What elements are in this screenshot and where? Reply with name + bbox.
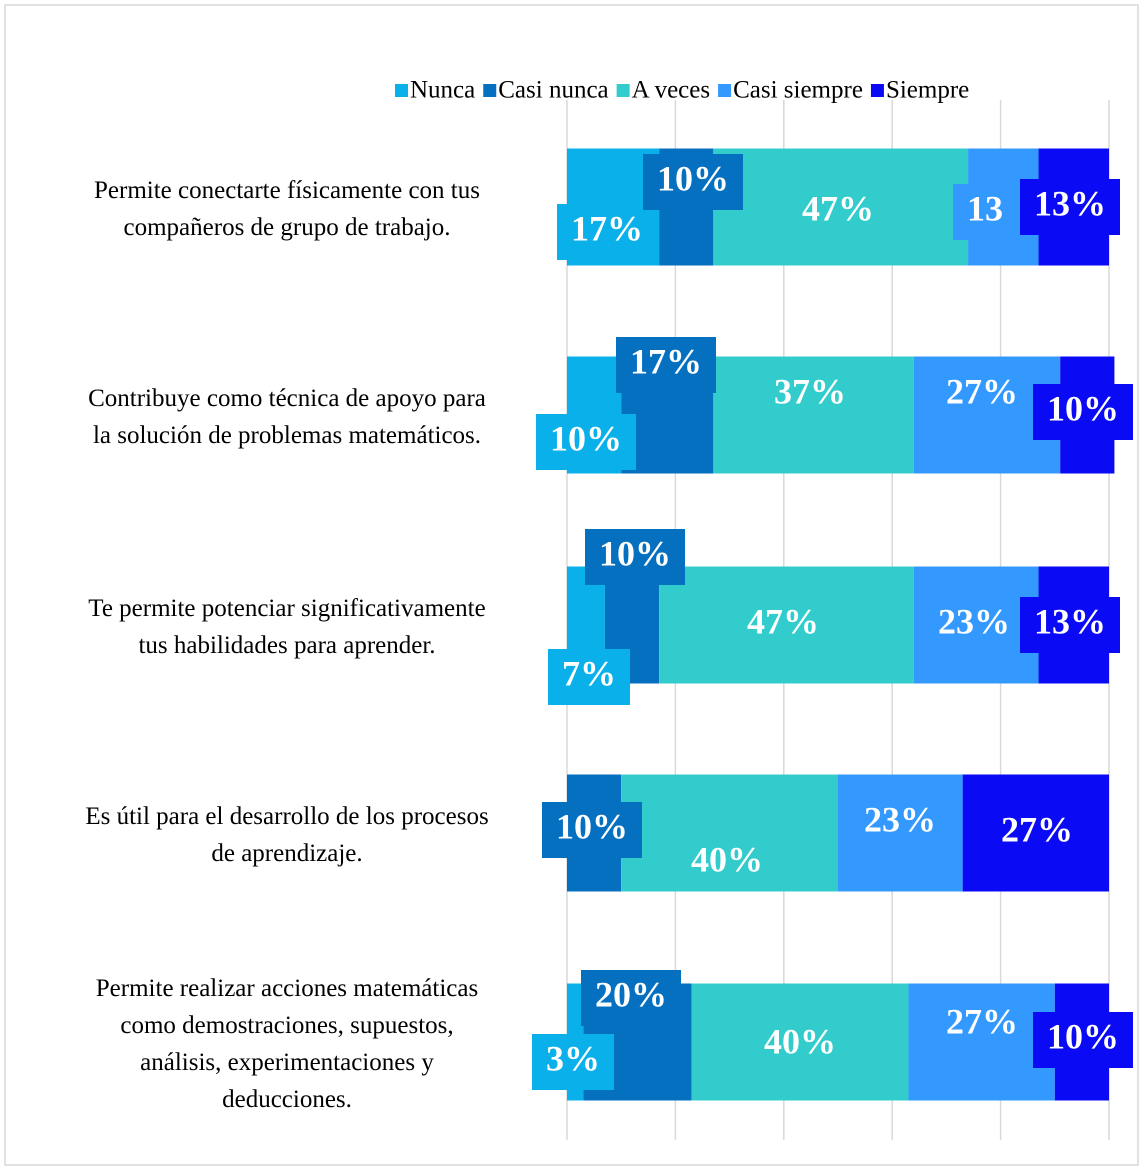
data-label: 13% [1034,601,1106,641]
data-label-box [585,529,685,585]
legend-swatch [483,84,497,97]
data-label-box [548,649,630,705]
legend-swatch [870,84,884,97]
data-label-box [850,795,950,851]
category-label: Contribuye como técnica de apoyo para la… [88,385,486,449]
legend-label: Siempre [886,77,969,104]
category-label: Permite conectarte físicamente con tus c… [94,177,480,241]
data-label: 13% [1034,183,1106,223]
data-label: 17% [630,341,702,381]
data-label: 10% [599,533,671,573]
data-label-box [932,367,1032,423]
data-label-box [581,970,681,1026]
data-label-box [677,835,777,891]
data-label: 10% [550,418,622,458]
data-label: 40% [764,1021,836,1061]
data-label: 40% [691,839,763,879]
data-label-box [760,367,860,423]
data-label: 27% [946,1001,1018,1041]
data-label-box [932,997,1032,1053]
data-label: 37% [774,371,846,411]
data-label-box [1020,179,1120,235]
data-label: 47% [747,601,819,641]
data-label-box [733,597,833,653]
data-label-box [1033,384,1133,440]
legend-swatch [718,84,732,97]
legend-swatch [616,84,630,97]
data-label: 20% [595,974,667,1014]
data-label: 3% [546,1038,600,1078]
legend-label: Casi siempre [733,77,863,104]
data-label: 23% [938,601,1010,641]
data-label-box [643,154,743,210]
data-label-box [532,1034,614,1090]
legend-label: A veces [632,77,710,104]
category-label: Es útil para el desarrollo de los proces… [85,803,489,867]
data-label-box [536,414,636,470]
data-label-box [953,184,1017,240]
category-label: Permite realizar acciones matemáticas co… [95,975,479,1113]
data-label: 47% [802,188,874,228]
legend-label: Casi nunca [498,77,608,104]
data-label-box [1033,1012,1133,1068]
data-label-box [750,1017,850,1073]
data-label: 7% [562,653,616,693]
data-label: 27% [946,371,1018,411]
category-label: Te permite potenciar significativamente … [88,595,486,659]
data-label: 10% [556,806,628,846]
data-label: 13 [967,188,1003,228]
data-label-box [616,337,716,393]
data-label: 10% [1047,388,1119,428]
data-label-box [542,802,642,858]
legend-swatch [395,84,408,97]
legend-label: Nunca [410,77,475,104]
data-label: 23% [864,799,936,839]
data-label: 10% [1047,1016,1119,1056]
data-label: 17% [571,208,643,248]
data-label-box [924,597,1024,653]
data-label-box [987,805,1087,861]
data-label-box [557,204,657,260]
data-label: 10% [657,158,729,198]
data-label-box [788,184,888,240]
data-label-box [1020,597,1120,653]
data-label: 27% [1001,809,1073,849]
